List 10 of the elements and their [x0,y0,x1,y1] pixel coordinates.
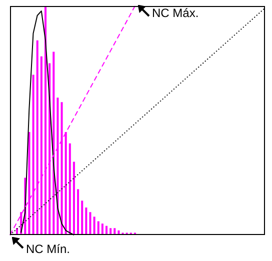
bar [101,224,104,235]
bar [93,216,96,235]
annotation: NC Máx. [152,6,199,20]
bar [81,200,84,235]
bar [89,212,92,235]
bar [72,162,75,235]
bar [68,143,71,235]
bar [77,189,80,235]
text: NC Mín. [26,242,70,256]
bar [85,208,88,235]
